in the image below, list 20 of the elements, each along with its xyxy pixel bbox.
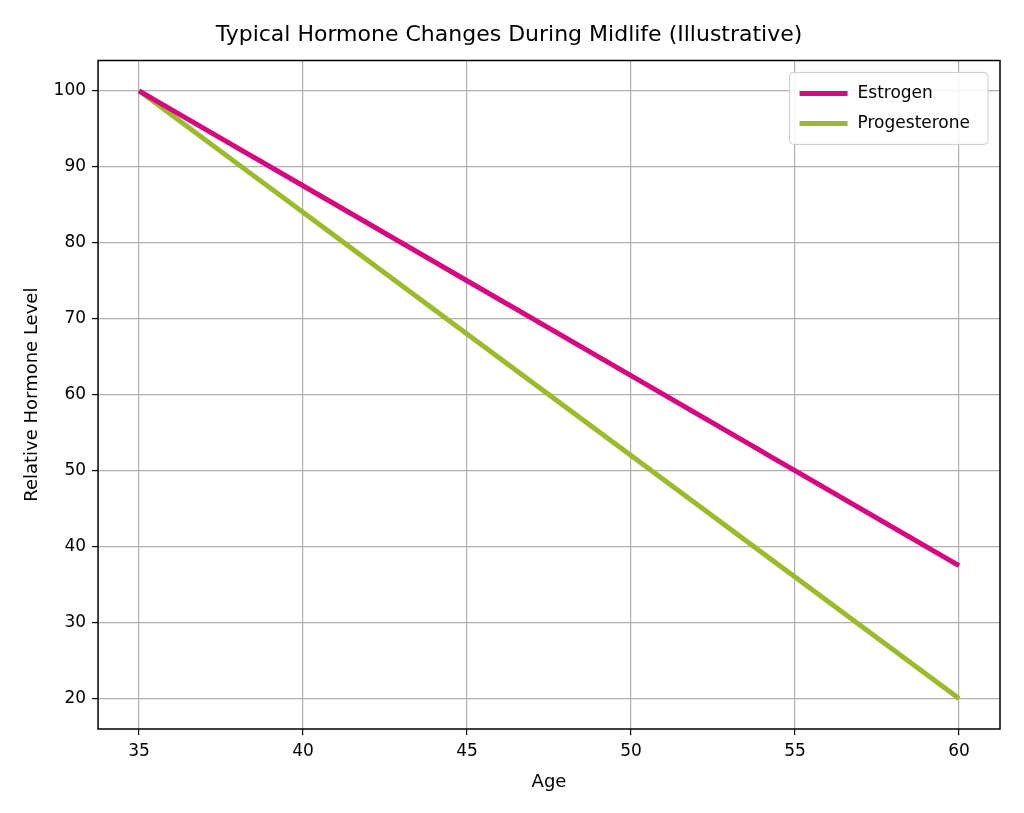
y-tick-label: 50 [64, 459, 87, 480]
y-tick-label: 80 [64, 231, 87, 252]
y-tick-label: 20 [64, 687, 87, 708]
chart-title: Typical Hormone Changes During Midlife (Illustrative) [214, 20, 803, 46]
x-tick-label: 45 [456, 739, 478, 760]
x-tick-label: 55 [784, 739, 806, 760]
legend-label: Progesterone [857, 111, 970, 132]
y-tick-label: 70 [64, 307, 87, 328]
y-tick-label: 90 [64, 155, 87, 176]
y-axis-title: Relative Hormone Level [20, 287, 42, 502]
y-tick-label: 30 [64, 611, 87, 632]
y-tick-label: 100 [53, 79, 87, 100]
x-tick-label: 35 [128, 739, 150, 760]
x-tick-label: 50 [620, 739, 642, 760]
legend-label: Estrogen [857, 81, 933, 102]
x-tick-label: 40 [292, 739, 314, 760]
y-tick-label: 40 [64, 535, 87, 556]
x-axis-title: Age [531, 769, 567, 791]
x-tick-label: 60 [948, 739, 970, 760]
y-tick-label: 60 [64, 383, 87, 404]
